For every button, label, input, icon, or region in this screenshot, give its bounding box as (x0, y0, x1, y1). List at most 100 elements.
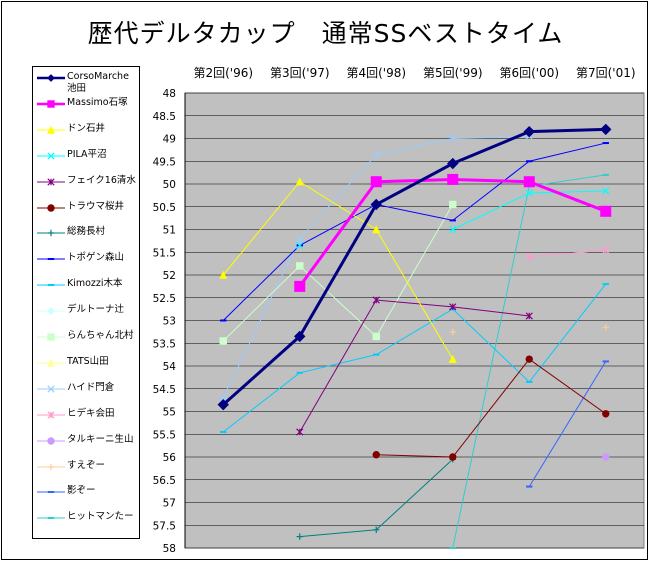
series-line (528, 361, 607, 487)
legend-swatch (37, 333, 65, 341)
y-tick-label: 53.5 (153, 338, 176, 350)
series-line (222, 283, 607, 433)
y-tick-label: 50 (163, 179, 176, 191)
legend-item: ドン石井 (33, 123, 141, 143)
legend-label: すえぞー (67, 459, 106, 471)
legend-item: 影ぞー (33, 485, 141, 505)
legend-item: すえぞー (33, 460, 141, 480)
data-point (296, 533, 303, 540)
data-point (525, 312, 533, 320)
data-point (602, 187, 610, 195)
y-tick-label: 48.5 (153, 111, 176, 123)
y-tick-label: 57 (163, 498, 176, 510)
legend-swatch (37, 152, 65, 160)
legend-swatch (37, 411, 65, 419)
legend-swatch (37, 258, 65, 261)
legend-item: トラウマ桜井 (33, 201, 141, 221)
series-14 (602, 453, 610, 461)
series-1 (294, 173, 612, 292)
data-point (294, 330, 306, 343)
legend-label: PILA平沼 (67, 148, 107, 160)
legend-marker (46, 125, 56, 134)
data-point (372, 296, 380, 304)
data-point (296, 262, 304, 270)
series-2 (219, 177, 457, 363)
legend-swatch (37, 436, 65, 445)
legend-label: Kimozzi木本 (67, 278, 123, 290)
data-point (525, 189, 533, 197)
legend-item: PILA平沼 (33, 149, 141, 169)
legend-item: TATS山田 (33, 356, 141, 376)
legend-swatch (37, 74, 65, 82)
legend-swatch (37, 177, 65, 186)
legend-item: 総務長村 (33, 226, 141, 246)
legend-swatch (37, 517, 65, 520)
data-point (525, 253, 533, 261)
data-point (295, 177, 304, 186)
y-tick-label: 58 (163, 543, 176, 555)
legend-label: トポゲン森山 (67, 252, 125, 264)
legend-marker (47, 385, 55, 393)
data-point (449, 303, 457, 311)
legend-label: ドン石井 (67, 122, 106, 134)
data-point (449, 225, 457, 234)
data-point (449, 328, 456, 336)
legend-swatch (37, 100, 65, 108)
legend-marker (47, 74, 55, 82)
data-point (373, 526, 380, 533)
data-point (217, 398, 229, 411)
legend-label: 影ぞー (67, 485, 96, 497)
legend-item: Massimo石塚 (33, 97, 141, 117)
legend-swatch (37, 125, 65, 134)
legend-swatch (37, 203, 65, 212)
legend-swatch (37, 358, 65, 367)
legend-marker (47, 152, 55, 160)
series-line (222, 204, 454, 342)
series-16 (526, 360, 609, 488)
data-point (219, 337, 227, 345)
legend-item: らんちゃん北村 (33, 330, 141, 350)
x-category-label: 第5回('99) (423, 66, 483, 80)
data-point (602, 410, 610, 418)
series-13 (525, 246, 610, 261)
data-point (525, 355, 533, 363)
legend-marker (47, 307, 55, 316)
legend-label: Massimo石塚 (67, 96, 128, 108)
series-15 (449, 324, 609, 336)
data-point (372, 332, 380, 341)
data-point (449, 453, 457, 461)
legend-label: TATS山田 (67, 355, 109, 367)
legend-marker (47, 436, 55, 445)
data-point (600, 123, 612, 136)
y-tick-label: 56 (163, 452, 177, 464)
legend-label: CorsoMarche 池田 (67, 71, 129, 94)
data-point (219, 270, 228, 279)
x-category-label: 第7回('01) (576, 66, 636, 80)
data-point (370, 198, 382, 211)
series-line (299, 299, 530, 433)
legend-swatch (37, 307, 65, 316)
x-category-label: 第2回('96) (193, 66, 253, 80)
data-point (602, 453, 610, 461)
data-point (448, 354, 457, 363)
y-tick-label: 52.5 (153, 293, 176, 305)
data-point (447, 157, 459, 170)
legend-marker (47, 463, 55, 470)
y-tick-label: 54.5 (153, 384, 176, 396)
series-3 (296, 187, 610, 250)
series-line (222, 181, 454, 360)
data-point (602, 324, 609, 331)
series-line (376, 358, 607, 458)
y-tick-label: 57.5 (153, 520, 176, 532)
legend-marker (46, 358, 56, 367)
x-category-label: 第3回('97) (270, 66, 330, 80)
data-point (449, 134, 457, 143)
series-4 (296, 296, 533, 436)
data-point (523, 176, 535, 188)
chart-title: 歴代デルタカップ 通常SSベストタイム (87, 19, 564, 48)
data-point (219, 394, 227, 402)
y-tick-label: 51.5 (153, 247, 176, 259)
legend-swatch (37, 230, 65, 237)
series-line (222, 127, 606, 406)
